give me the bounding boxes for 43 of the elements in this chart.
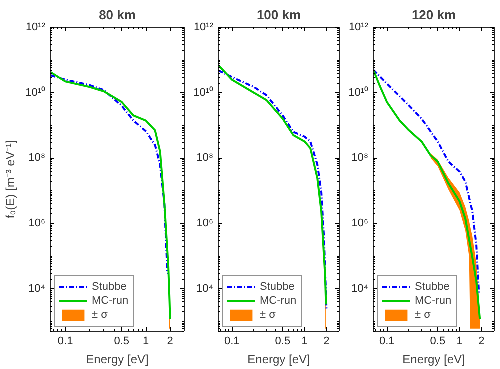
y-tick-label: 10⁴: [196, 282, 214, 295]
chart-title: 100 km: [256, 8, 302, 22]
x-axis-title: Energy [eV]: [86, 352, 149, 366]
x-tick-label: 1: [302, 336, 308, 348]
y-tick-label: 10¹²: [26, 22, 46, 34]
chart-title: 80 km: [99, 8, 136, 22]
x-tick-label: 0.5: [430, 336, 446, 348]
legend-label: ± σ: [415, 308, 432, 322]
y-tick-label: 10⁸: [352, 152, 369, 164]
chart-title: 120 km: [412, 8, 456, 22]
x-tick-label: 0.5: [114, 336, 130, 348]
y-tick-label: 10¹⁰: [348, 86, 369, 99]
y-tick-label: 10¹²: [348, 22, 369, 34]
x-tick-label: 2: [324, 336, 330, 348]
y-tick-label: 10⁶: [196, 218, 214, 230]
legend-label: MC-run: [260, 294, 297, 308]
y-tick-label: 10⁶: [352, 218, 368, 230]
x-tick-label: 1: [143, 336, 150, 348]
x-tick-label: 0.5: [275, 336, 291, 348]
x-tick-label: 2: [478, 336, 485, 348]
y-axis-title: f₀(E) [m⁻³ eV⁻¹]: [4, 140, 18, 219]
y-tick-label: 10⁸: [196, 152, 214, 164]
x-tick-label: 2: [167, 336, 174, 348]
legend-label: ± σ: [260, 308, 277, 322]
y-tick-label: 10⁴: [352, 282, 369, 295]
x-tick-label: 1: [456, 336, 463, 348]
legend-label: Stubbe: [92, 280, 127, 294]
y-tick-label: 10⁶: [28, 218, 46, 230]
x-tick-label: 0.1: [224, 336, 240, 348]
legend-label: Stubbe: [260, 280, 295, 294]
legend-label: Stubbe: [415, 280, 450, 294]
legend-label: MC-run: [92, 294, 129, 308]
y-tick-label: 10⁸: [28, 152, 46, 164]
y-tick-label: 10¹⁰: [194, 86, 214, 99]
legend-label: ± σ: [92, 308, 109, 322]
y-tick-label: 10⁴: [28, 282, 46, 295]
x-axis-title: Energy [eV]: [402, 352, 466, 366]
legend-label: MC-run: [415, 294, 452, 308]
x-tick-label: 0.1: [379, 336, 395, 348]
x-axis-title: Energy [eV]: [248, 352, 310, 366]
y-tick-label: 10¹²: [194, 22, 214, 34]
x-tick-label: 0.1: [58, 336, 74, 348]
y-tick-label: 10¹⁰: [26, 86, 46, 99]
